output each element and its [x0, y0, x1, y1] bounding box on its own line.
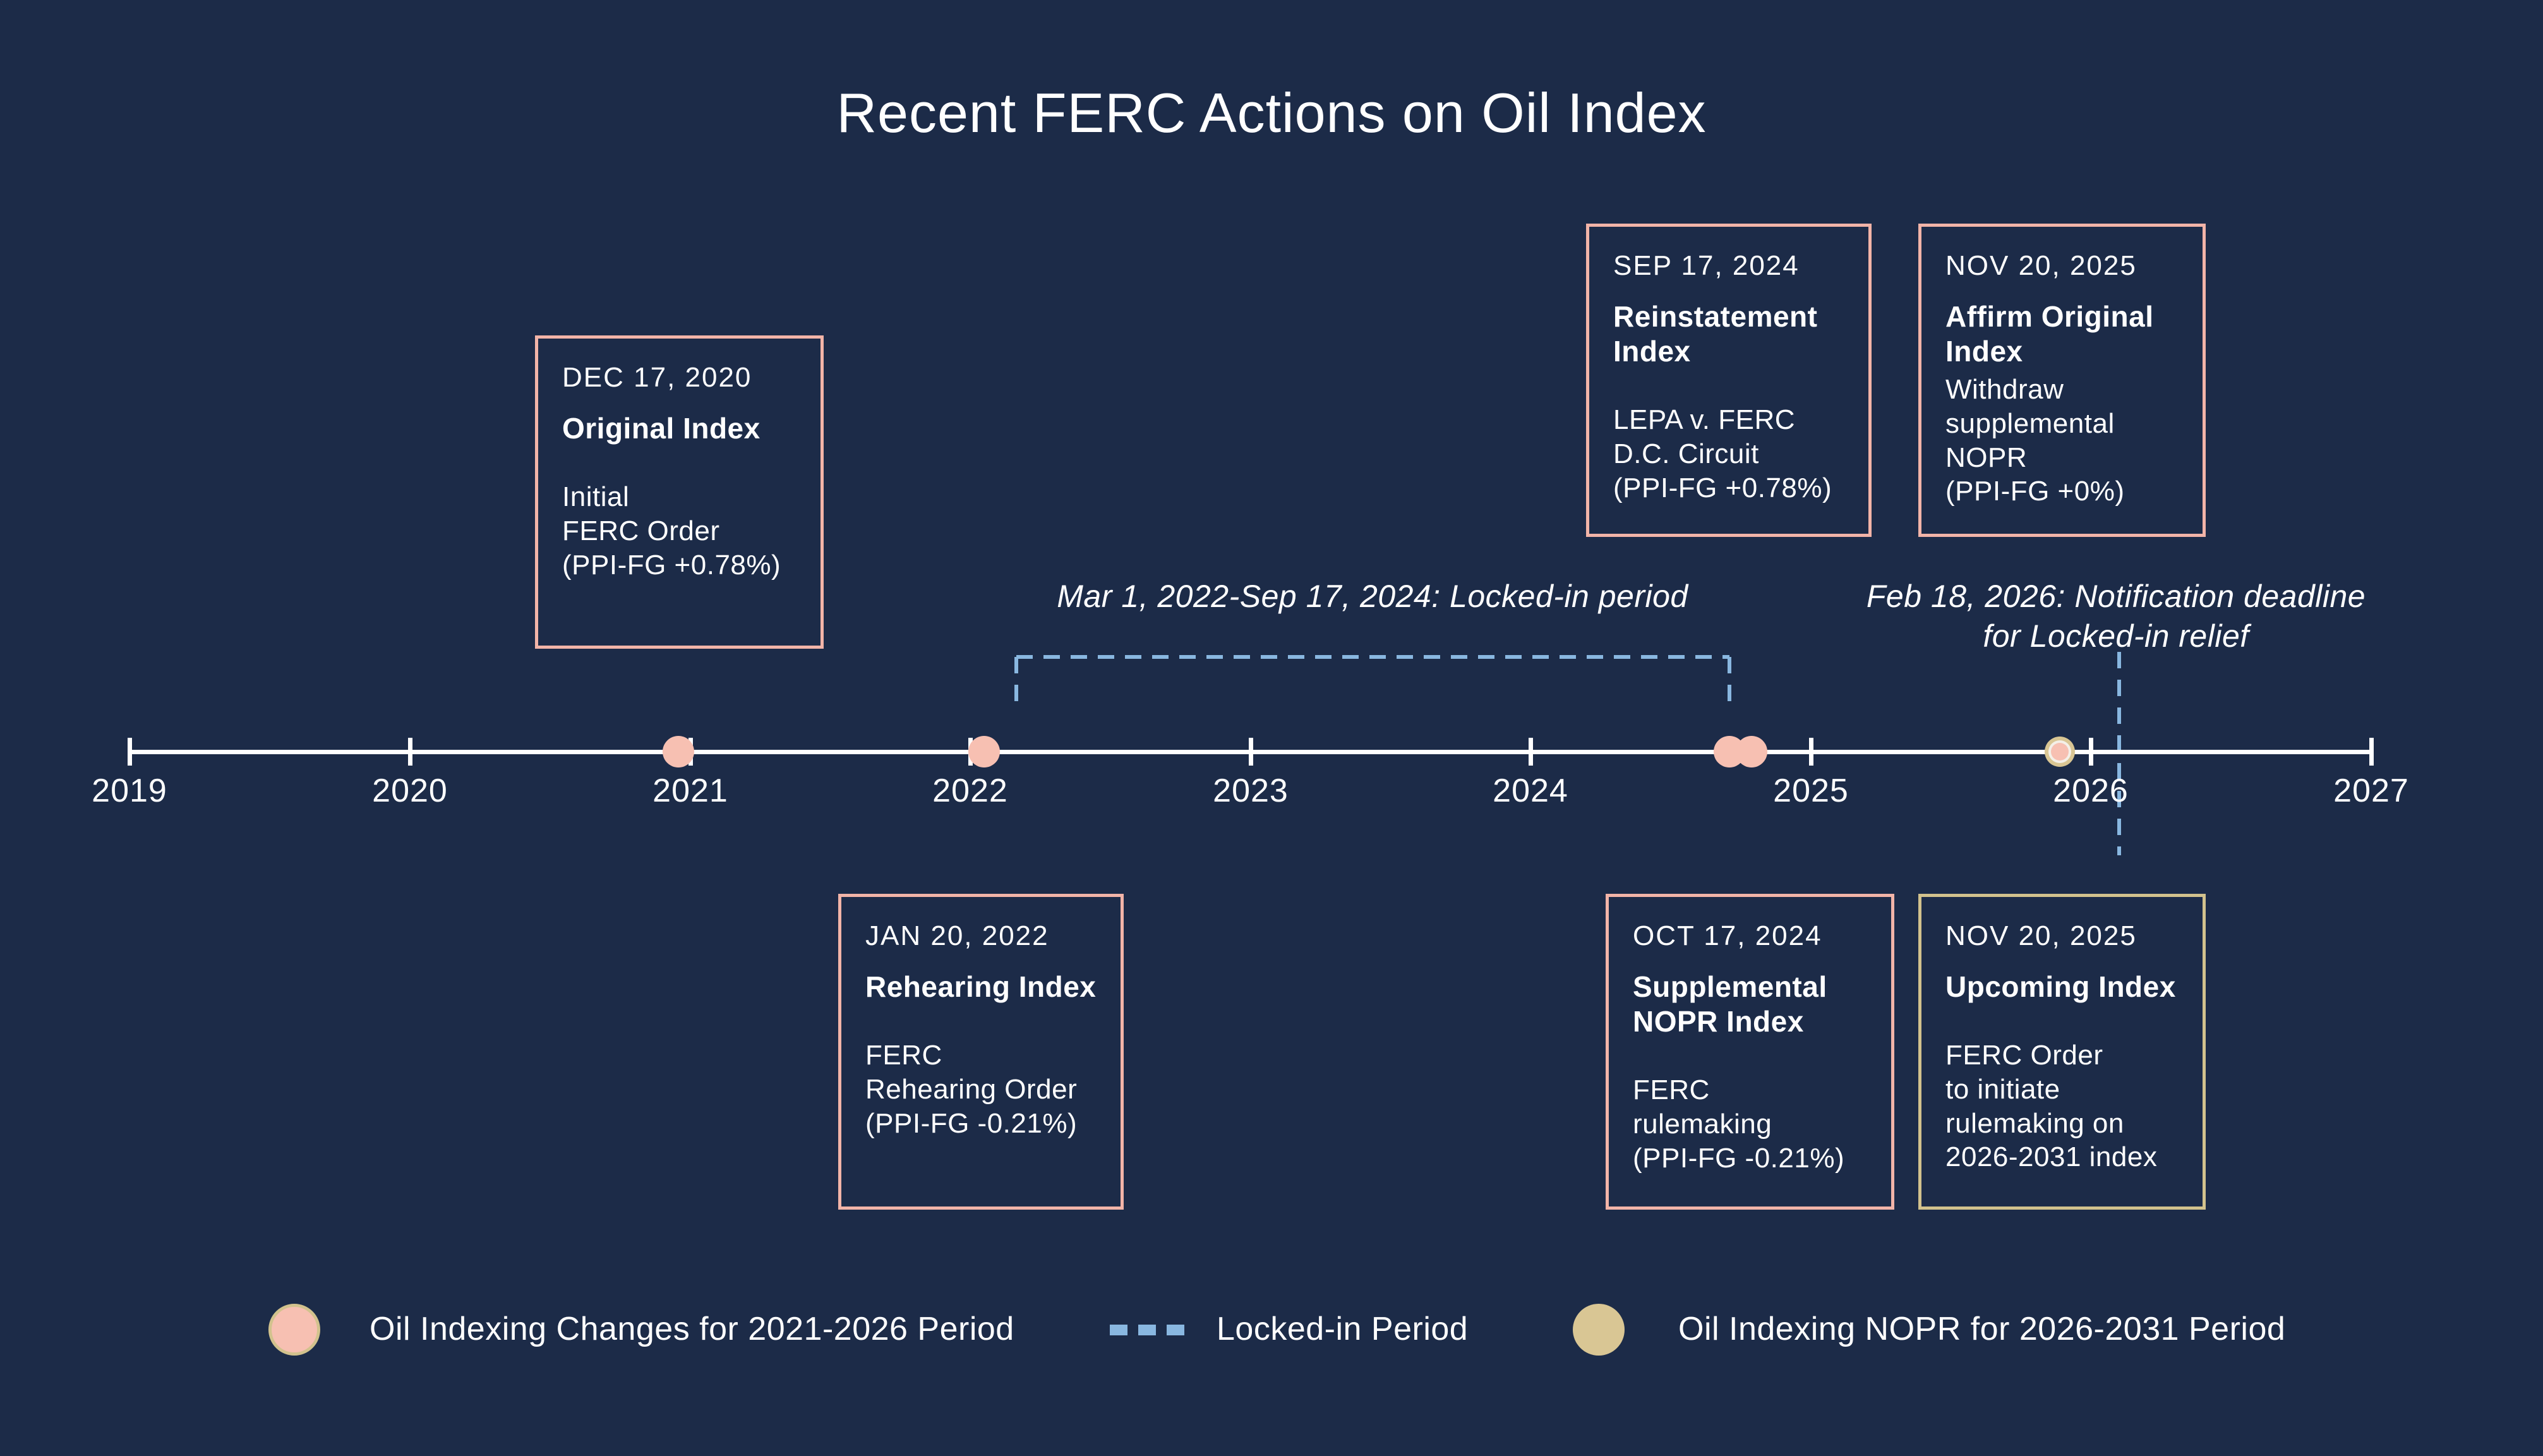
event-heading: Supplemental NOPR Index	[1633, 970, 1827, 1038]
event-heading: Original Index	[562, 412, 760, 445]
locked-in-bracket-top	[1016, 655, 1729, 659]
event-heading: Reinstatement Index	[1613, 300, 1818, 368]
event-box-original-index: DEC 17, 2020 Original Index Initial FERC…	[535, 335, 824, 649]
year-label-2021: 2021	[652, 773, 728, 809]
tick-2027	[2369, 738, 2374, 766]
tick-2020	[408, 738, 412, 766]
event-heading: Upcoming Index	[1945, 970, 2176, 1003]
event-body: FERC Rehearing Order (PPI-FG -0.21%)	[865, 1040, 1078, 1139]
year-label-2027: 2027	[2333, 773, 2409, 809]
event-box-rehearing-index: JAN 20, 2022 Rehearing Index FERC Rehear…	[838, 894, 1124, 1210]
event-dot-rehearing-index	[968, 736, 1000, 767]
year-label-2023: 2023	[1213, 773, 1289, 809]
year-label-2019: 2019	[92, 773, 167, 809]
legend-dash-icon	[1138, 1325, 1156, 1335]
event-box-affirm-original-index: NOV 20, 2025 Affirm Original Index Withd…	[1918, 224, 2206, 537]
event-dot-affirm-original-index	[2051, 743, 2069, 761]
legend-label-locked-in-period: Locked-in Period	[1217, 1311, 1469, 1347]
year-label-2026: 2026	[2053, 773, 2129, 809]
legend-label-indexing-changes: Oil Indexing Changes for 2021-2026 Perio…	[370, 1311, 1014, 1347]
legend-dash-icon	[1167, 1325, 1184, 1335]
event-body: FERC Order to initiate rulemaking on 202…	[1945, 1040, 2158, 1173]
event-date: DEC 17, 2020	[562, 362, 752, 393]
year-label-2020: 2020	[372, 773, 448, 809]
event-date: SEP 17, 2024	[1613, 250, 1800, 281]
page-title: Recent FERC Actions on Oil Index	[836, 81, 1707, 144]
event-dot-supplemental-nopr-index	[1736, 736, 1767, 767]
event-date: OCT 17, 2024	[1633, 920, 1822, 951]
event-heading: Affirm Original Index	[1945, 300, 2154, 368]
tick-2025	[1809, 738, 1813, 766]
legend-tan-circle-icon	[1573, 1304, 1625, 1356]
year-label-2022: 2022	[932, 773, 1008, 809]
locked-in-annotation: Mar 1, 2022-Sep 17, 2024: Locked-in peri…	[1057, 579, 1688, 614]
event-box-upcoming-index: NOV 20, 2025 Upcoming Index FERC Order t…	[1918, 894, 2206, 1210]
year-label-2024: 2024	[1493, 773, 1568, 809]
event-dot-original-index	[663, 736, 694, 767]
locked-in-bracket-left	[1014, 657, 1018, 707]
tick-2019	[128, 738, 132, 766]
tick-2026	[2089, 738, 2093, 766]
year-label-2025: 2025	[1773, 773, 1849, 809]
event-date: NOV 20, 2025	[1945, 920, 2137, 951]
event-body: Withdraw supplemental NOPR (PPI-FG +0%)	[1945, 374, 2125, 507]
event-box-supplemental-nopr-index: OCT 17, 2024 Supplemental NOPR Index FER…	[1606, 894, 1894, 1210]
legend-pink-circle-icon	[268, 1304, 320, 1356]
event-box-reinstatement-index: SEP 17, 2024 Reinstatement Index LEPA v.…	[1586, 224, 1872, 537]
tick-2024	[1529, 738, 1533, 766]
legend-label-indexing-nopr: Oil Indexing NOPR for 2026-2031 Period	[1678, 1311, 2286, 1347]
locked-in-bracket-right	[1728, 657, 1731, 707]
deadline-annotation: Feb 18, 2026: Notification deadline for …	[1866, 579, 2366, 654]
event-date: NOV 20, 2025	[1945, 250, 2137, 281]
event-body: LEPA v. FERC D.C. Circuit (PPI-FG +0.78%…	[1613, 404, 1832, 503]
event-body: FERC rulemaking (PPI-FG -0.21%)	[1633, 1074, 1845, 1174]
event-body: Initial FERC Order (PPI-FG +0.78%)	[562, 481, 781, 581]
tick-2023	[1249, 738, 1253, 766]
event-heading: Rehearing Index	[865, 970, 1097, 1003]
legend-dash-icon	[1110, 1325, 1127, 1335]
event-date: JAN 20, 2022	[865, 920, 1049, 951]
